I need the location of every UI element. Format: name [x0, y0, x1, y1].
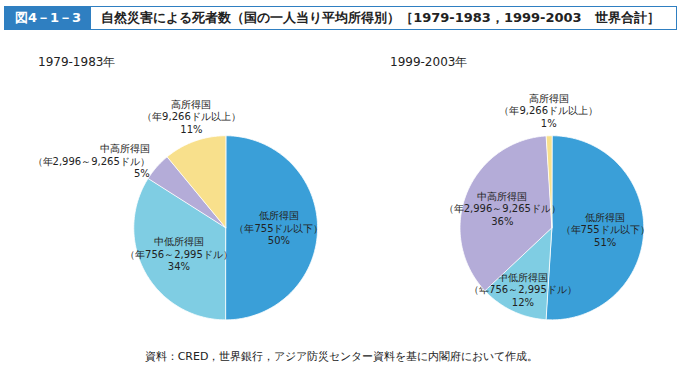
- svg-text:中高所得国（年2,996～9,265ドル）5%: 中高所得国（年2,996～9,265ドル）5%: [33, 143, 150, 179]
- svg-text:中低所得国（年756～2,995ドル）34%: 中低所得国（年756～2,995ドル）34%: [125, 236, 233, 272]
- html-text:1979-1983年: 1979-1983年: [38, 55, 116, 69]
- html-text:自然災害による死者数（国の一人当り平均所得別）［1979-1: 自然災害による死者数（国の一人当り平均所得別）［1979-1983，1999-2…: [101, 10, 660, 25]
- html-text:資料：CRED，世界銀行，アジア防災センター資料を基に内閣府: 資料：CRED，世界銀行，アジア防災センター資料を基に内閣府において作成。: [144, 350, 539, 363]
- svg-text:低所得国（年755ドル以下）51%: 低所得国（年755ドル以下）51%: [561, 212, 650, 248]
- svg-text:高所得国（年9,266ドル以上）1%: 高所得国（年9,266ドル以上）1%: [499, 93, 598, 129]
- svg-text:低所得国（年755ドル以下）50%: 低所得国（年755ドル以下）50%: [234, 210, 323, 246]
- html-text:1999-2003年: 1999-2003年: [390, 55, 468, 69]
- html-text:12%: 12%: [511, 297, 534, 308]
- html-text:中低所得国: 中低所得国: [497, 272, 548, 283]
- svg-text:高所得国（年9,266ドル以上）11%: 高所得国（年9,266ドル以上）11%: [142, 99, 241, 135]
- svg-text:中高所得国（年2,996～9,265ドル）36%: 中高所得国（年2,996～9,265ドル）36%: [444, 191, 561, 227]
- html-text:図4－1－3: 図4－1－3: [15, 10, 82, 25]
- html-text:（年756～2,995ドル）: （年756～2,995ドル）: [469, 284, 577, 296]
